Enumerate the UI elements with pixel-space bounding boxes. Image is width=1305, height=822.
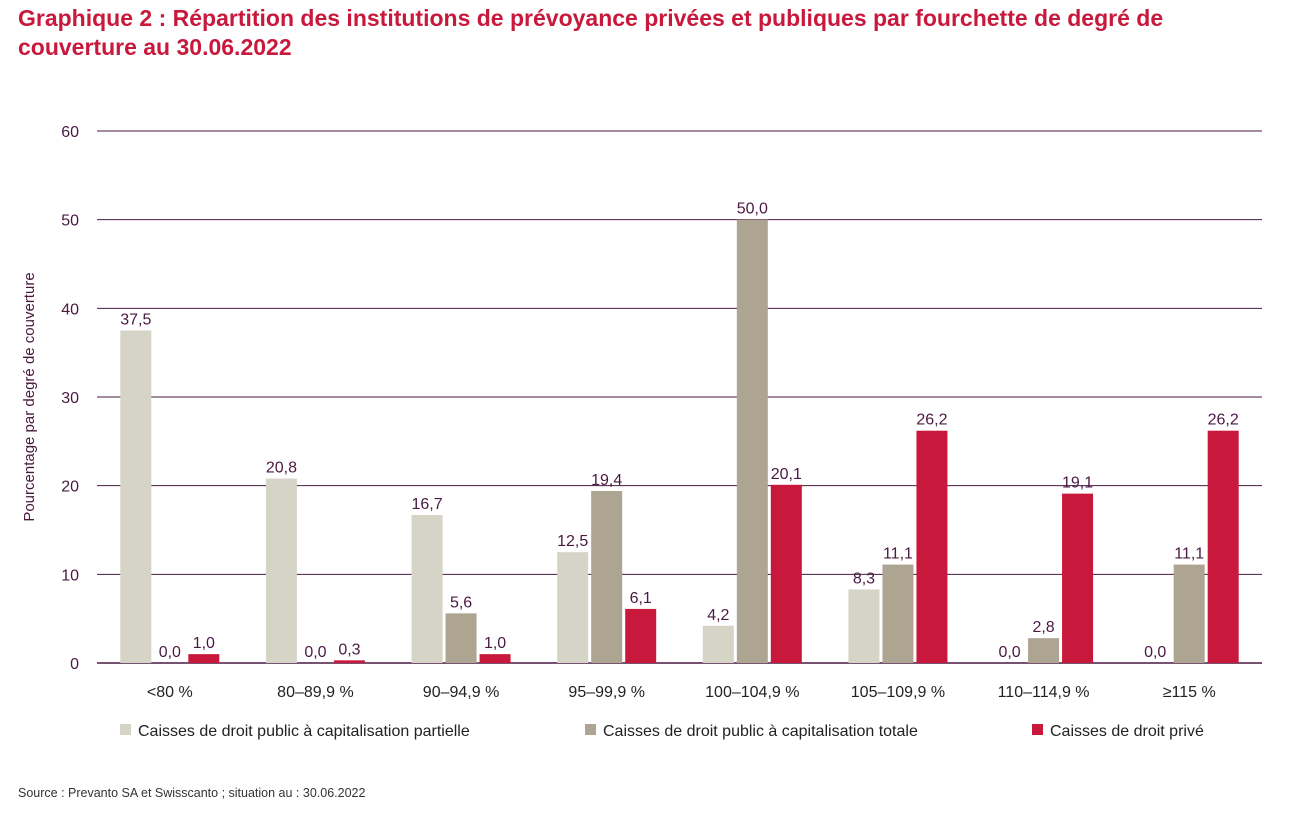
data-label: 19,1 — [1062, 475, 1093, 492]
bar — [625, 608, 657, 663]
legend-swatch — [120, 724, 131, 735]
data-label: 11,1 — [883, 546, 913, 563]
y-tick-label: 10 — [61, 567, 79, 584]
x-axis-ticks: <80 % 80–89,9 % 90–94,9 % 95–99,9 % 100–104,… — [147, 684, 1216, 701]
data-label: 20,8 — [266, 460, 297, 477]
y-tick-label: 40 — [61, 301, 79, 318]
y-tick-label: 0 — [70, 656, 79, 673]
data-label: 0,0 — [998, 644, 1020, 661]
data-label: 1,0 — [484, 635, 506, 652]
data-label: 0,0 — [304, 644, 326, 661]
bar — [848, 589, 880, 663]
data-label: 11,1 — [1174, 546, 1204, 563]
data-label: 26,2 — [1208, 412, 1239, 429]
x-tick-label: 80–89,9 % — [277, 684, 354, 701]
source-note: Source : Prevanto SA et Swisscanto ; sit… — [18, 786, 366, 800]
bar — [445, 613, 477, 663]
bars — [120, 219, 1239, 663]
data-label: 2,8 — [1032, 619, 1054, 636]
legend-label: Caisses de droit public à capitalisation… — [138, 723, 470, 740]
data-label: 1,0 — [193, 635, 215, 652]
data-label: 5,6 — [450, 594, 472, 611]
legend-label: Caisses de droit public à capitalisation… — [603, 723, 918, 740]
bar — [770, 484, 802, 663]
x-tick-label: 100–104,9 % — [705, 684, 799, 701]
bar — [702, 625, 734, 663]
bar — [333, 660, 365, 663]
x-tick-label: 95–99,9 % — [568, 684, 645, 701]
y-axis-label: Pourcentage par degré de couverture — [21, 272, 38, 521]
x-tick-label: 90–94,9 % — [423, 684, 500, 701]
chart-title: Graphique 2 : Répartition des institutio… — [18, 5, 1164, 60]
data-label: 4,2 — [707, 607, 729, 624]
data-label: 20,1 — [771, 466, 802, 483]
bar — [411, 514, 443, 663]
bar — [1028, 638, 1060, 663]
data-label: 0,3 — [338, 641, 360, 658]
bar — [120, 330, 152, 663]
y-tick-label: 20 — [61, 479, 79, 496]
x-tick-label: ≥115 % — [1163, 684, 1216, 701]
data-label: 19,4 — [591, 472, 622, 489]
data-label: 37,5 — [120, 312, 151, 329]
legend: Caisses de droit public à capitalisation… — [120, 723, 1204, 740]
bar — [736, 219, 768, 663]
bar — [188, 654, 220, 663]
data-label: 8,3 — [853, 570, 875, 587]
data-label: 0,0 — [1144, 644, 1166, 661]
legend-swatch — [1032, 724, 1043, 735]
y-tick-label: 30 — [61, 390, 79, 407]
bar — [882, 564, 914, 663]
y-axis-ticks: 0 10 20 30 40 50 60 — [61, 124, 79, 673]
data-label: 6,1 — [630, 590, 652, 607]
bar — [1173, 564, 1205, 663]
bar — [479, 654, 511, 663]
legend-label: Caisses de droit privé — [1050, 723, 1204, 740]
data-label: 26,2 — [916, 412, 947, 429]
data-label: 0,0 — [159, 644, 181, 661]
data-label: 16,7 — [411, 496, 442, 513]
data-label: 12,5 — [557, 533, 588, 550]
y-tick-label: 60 — [61, 124, 79, 141]
bar — [557, 552, 589, 663]
bar — [1207, 430, 1239, 663]
x-tick-label: 105–109,9 % — [851, 684, 945, 701]
bar — [916, 430, 948, 663]
x-tick-label: <80 % — [147, 684, 193, 701]
bar — [265, 478, 297, 663]
legend-swatch — [585, 724, 596, 735]
bar — [1062, 493, 1094, 663]
data-labels: 37,5 0,0 1,0 20,8 0,0 0,3 16,7 5,6 1,0 12,5 19,4 6,… — [120, 201, 1239, 661]
bar — [591, 490, 623, 663]
x-tick-label: 110–114,9 % — [998, 684, 1090, 701]
data-label: 50,0 — [737, 201, 768, 218]
y-tick-label: 50 — [61, 213, 79, 230]
